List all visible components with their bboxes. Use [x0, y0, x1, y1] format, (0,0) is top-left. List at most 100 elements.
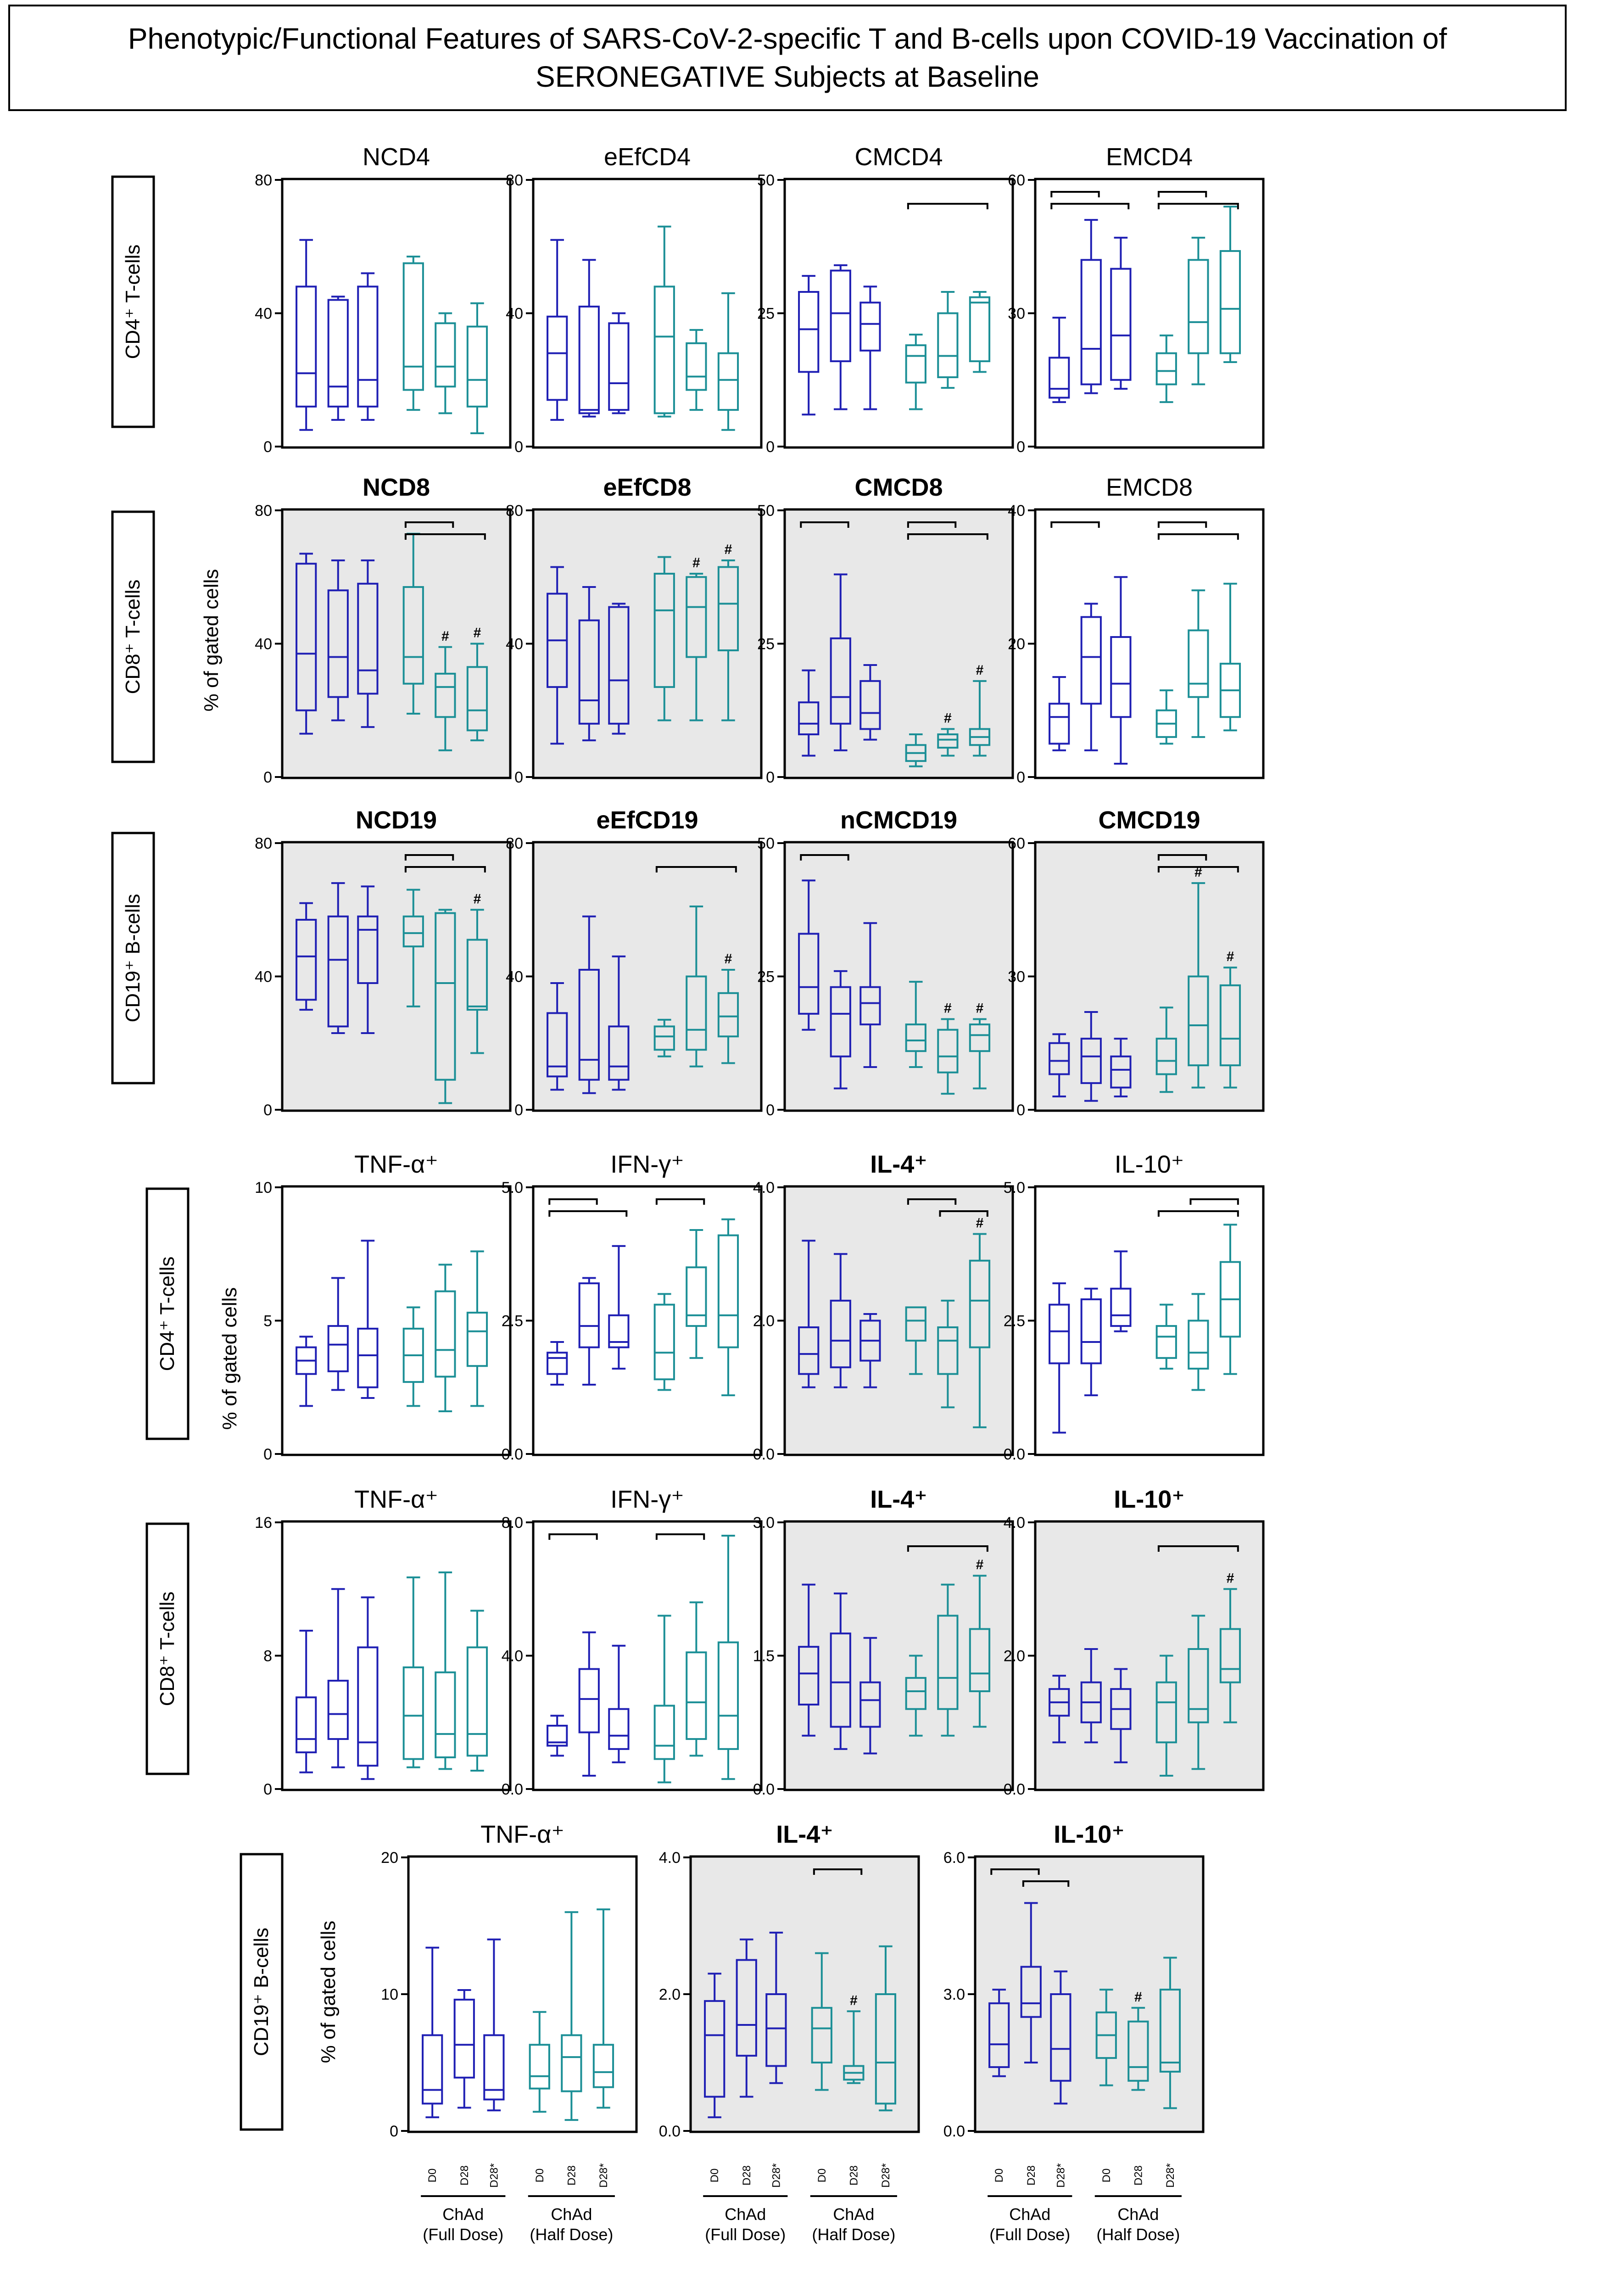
box-half-d0	[1155, 1655, 1177, 1777]
significance-bracket	[1050, 191, 1100, 197]
row-label-5: CD19⁺ B-cells	[240, 1853, 284, 2131]
box-half-d0	[653, 1615, 675, 1784]
box-full-d28star	[859, 285, 881, 410]
box-half-d28	[1188, 882, 1209, 1089]
box-full-d28star	[608, 603, 630, 735]
box-iqr	[327, 1679, 349, 1740]
box-iqr	[717, 1234, 739, 1348]
y-tick-label: 30	[1008, 968, 1025, 986]
hash-marker: #	[441, 629, 449, 644]
panel-eefcd8-r1: eEfCD8 0 40 80 # #	[506, 474, 763, 786]
box-iqr	[529, 2044, 550, 2090]
box-half-d28star	[717, 1535, 739, 1780]
panel-title: eEfCD19	[596, 806, 698, 834]
box-iqr	[578, 619, 600, 725]
box-half-d28	[937, 728, 959, 757]
box-half-d0	[905, 733, 926, 767]
box-full-d28star	[1110, 1668, 1132, 1763]
panel-il10-r5: IL-10⁺0.03.06.0#D0 D28 D28* D0 D28 D28*ChAd(F…	[943, 1821, 1205, 2244]
box-full-d28	[830, 970, 851, 1090]
y-tick-label: 4.0	[1004, 1514, 1025, 1532]
box-iqr	[608, 606, 630, 725]
significance-bracket	[813, 1868, 863, 1875]
box-half-d28star	[969, 291, 991, 373]
y-tick-label: 80	[506, 502, 523, 520]
y-tick-label: 3.0	[753, 1514, 775, 1532]
box-full-d28	[578, 586, 600, 742]
significance-bracket	[1157, 203, 1239, 209]
x-tick-label: D28*	[880, 2163, 892, 2187]
box-iqr	[937, 312, 959, 378]
box-iqr	[905, 1023, 926, 1052]
box-iqr	[578, 1668, 600, 1733]
y-tick-label: 0	[766, 438, 775, 456]
y-tick-label: 0	[1016, 769, 1025, 786]
significance-bracket	[990, 1868, 1040, 1875]
row-label-text: CD19⁺ B-cells	[122, 894, 144, 1023]
y-tick-label: 0.0	[502, 1446, 523, 1463]
box-half-d28star	[466, 1610, 488, 1772]
box-half-d0	[905, 1655, 926, 1737]
y-tick-label: 2.5	[1004, 1313, 1025, 1330]
hash-marker: #	[725, 951, 732, 967]
box-full-d0	[1049, 317, 1070, 403]
box-half-d28	[686, 1601, 707, 1757]
box-iqr	[402, 915, 424, 948]
y-tick-label: 0	[263, 1781, 272, 1798]
significance-bracket	[1157, 533, 1239, 540]
significance-bracket	[800, 521, 849, 528]
y-tick-label: 40	[255, 305, 272, 323]
y-tick-label: 60	[1008, 172, 1025, 189]
y-tick-label: 4.0	[502, 1648, 523, 1665]
box-half-d0	[653, 556, 675, 721]
significance-bracket	[404, 854, 454, 861]
hash-marker: #	[976, 1001, 984, 1016]
box-iqr	[547, 315, 568, 401]
box-full-d28star	[765, 1931, 787, 2084]
box-half-d28star	[466, 302, 488, 434]
box-full-d28	[1080, 1287, 1102, 1397]
panel-frame	[1034, 508, 1265, 779]
hash-marker: #	[976, 1557, 984, 1572]
box-half-d0	[529, 2011, 550, 2113]
box-iqr	[830, 1633, 851, 1728]
box-iqr	[592, 2044, 614, 2088]
y-tick-label: 3.0	[943, 1986, 965, 2003]
box-iqr	[1049, 1303, 1070, 1364]
box-full-d28	[453, 1989, 475, 2109]
panel-cmcd19-r2: CMCD19 0 30 60 # #	[1008, 806, 1265, 1119]
y-tick-label: 2.5	[502, 1313, 523, 1330]
box-half-d0	[653, 225, 675, 418]
group-label-half-dose: (Half Dose)	[530, 2225, 613, 2244]
box-iqr	[1050, 1993, 1072, 2082]
box-iqr	[988, 2002, 1010, 2068]
x-tick-label: D28	[458, 2165, 471, 2186]
panel-title: IFN-γ⁺	[610, 1151, 684, 1178]
box-half-d28star	[969, 1018, 991, 1090]
box-full-d28star	[483, 1938, 505, 2112]
y-tick-label: 0	[514, 769, 523, 786]
box-half-d0	[402, 1576, 424, 1768]
box-half-d28star	[875, 1945, 897, 2112]
box-half-d28star	[1219, 1588, 1241, 1723]
box-iqr	[830, 637, 851, 725]
box-full-d0	[1049, 1282, 1070, 1434]
y-tick-label: 40	[1008, 502, 1025, 520]
panel-ncmcd19-r2: nCMCD19 0 25 50 # #	[757, 806, 1014, 1119]
panel-title: NCD8	[363, 474, 430, 501]
y-tick-label: 0	[1016, 1101, 1025, 1119]
panel-cmcd4-r0: CMCD4 0 25 50	[757, 143, 1014, 456]
y-tick-label: 10	[381, 1986, 398, 2003]
box-iqr	[357, 285, 379, 408]
y-tick-label: 10	[255, 1179, 272, 1197]
box-half-d0	[905, 1306, 926, 1375]
box-full-d0	[547, 1341, 568, 1386]
box-full-d28star	[859, 1637, 881, 1755]
box-iqr	[937, 1326, 959, 1375]
panel-ifn-r4: IFN-γ⁺ 0.0 4.0 8.0	[502, 1486, 763, 1798]
box-iqr	[830, 1299, 851, 1369]
box-iqr	[736, 1959, 757, 2057]
row-label-4: CD8⁺ T-cells	[145, 1522, 190, 1775]
row-label-1: CD8⁺ T-cells	[111, 510, 155, 763]
box-half-d28	[686, 1229, 707, 1359]
